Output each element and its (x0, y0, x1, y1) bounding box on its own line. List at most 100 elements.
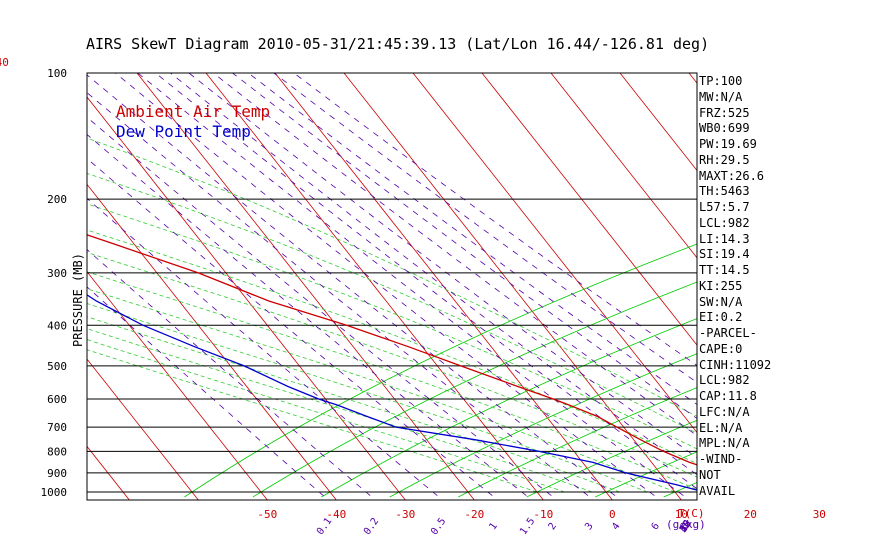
isotherm-line (87, 271, 268, 500)
moist-adiabat-line (87, 172, 697, 434)
mixing-ratio-line (87, 116, 552, 496)
index-row: SI:19.4 (699, 247, 750, 262)
index-row: MAXT:26.6 (699, 168, 765, 183)
pressure-tick-label: 100 (47, 67, 67, 80)
index-row: KI:255 (699, 278, 743, 293)
mixing-ratio-tick-label: 1 (487, 521, 499, 532)
index-row: FRZ:525 (699, 105, 750, 120)
mixing-ratio-unit-label: (g/kg) (666, 518, 706, 531)
mixing-ratio-line (248, 73, 697, 405)
bottom-temp-tick-label: -50 (257, 508, 277, 521)
moist-adiabat-line (87, 203, 697, 450)
mixing-ratio-line (155, 73, 697, 490)
index-row: TH:5463 (699, 184, 750, 199)
legend-temp: Ambient Air Temp (116, 102, 271, 121)
index-row: PW:19.69 (699, 137, 757, 151)
isotherm-line (550, 73, 697, 259)
mixing-ratio-tick-label: 3 (583, 521, 595, 532)
mixing-ratio-tick-label: 0.5 (429, 516, 448, 537)
index-row: WB0:699 (699, 121, 750, 136)
index-row: EL:N/A (699, 420, 743, 435)
moist-adiabat-line (87, 288, 676, 493)
mixing-ratio-tick-label: 2 (547, 521, 559, 532)
pressure-tick-label: 700 (47, 421, 67, 434)
moist-adiabat-line (87, 137, 697, 417)
index-row: LI:14.3 (699, 231, 750, 246)
bottom-temp-tick-label: -10 (533, 508, 553, 521)
isotherm-line (0, 73, 60, 500)
isotherm-line (87, 183, 337, 500)
pressure-tick-label: 500 (47, 360, 67, 373)
pressure-tick-label: 600 (47, 393, 67, 406)
mixing-ratio-line (170, 73, 697, 476)
mixing-ratio-tick-label: 0.2 (362, 516, 381, 537)
index-row: LCL:982 (699, 215, 750, 230)
moist-adiabat-line (87, 229, 697, 464)
pressure-tick-label: 800 (47, 445, 67, 458)
bottom-temp-tick-label: 20 (744, 508, 757, 521)
mixing-ratio-line (293, 73, 697, 366)
index-row: CAPE:0 (699, 341, 743, 356)
dry-adiabat-line (526, 419, 697, 498)
index-row: LFC:N/A (699, 404, 750, 419)
isotherm-line (87, 96, 406, 500)
moist-adiabat-line (87, 303, 648, 493)
mixing-ratio-line (137, 73, 684, 496)
index-row: MPL:N/A (699, 436, 750, 451)
index-row: RH:29.5 (699, 152, 750, 167)
dry-adiabat-line (252, 281, 697, 498)
moist-adiabat-line (87, 328, 593, 493)
index-row: L57:5.7 (699, 200, 750, 214)
index-row: SW:N/A (699, 294, 743, 309)
chart-title: AIRS SkewT Diagram 2010-05-31/21:45:39.1… (86, 35, 710, 53)
pressure-tick-label: 400 (47, 319, 67, 332)
mixing-ratio-tick-label: 4 (610, 521, 622, 532)
dewpoint-profile-line (87, 294, 697, 491)
mixing-ratio-line (115, 73, 655, 496)
temp-unit-label: T(C) (678, 507, 705, 520)
plot-frame (86, 72, 698, 501)
dry-adiabat-line (321, 318, 697, 498)
index-row: CAP:11.8 (699, 389, 757, 403)
mixing-ratio-line (87, 74, 616, 496)
legend-dewpoint: Dew Point Temp (116, 122, 251, 141)
mixing-ratio-line (87, 134, 527, 496)
bottom-temp-tick-label: 10 (675, 508, 688, 521)
index-row: EI:0.2 (699, 310, 743, 325)
top-temp-tick-label: -40 (0, 56, 9, 69)
isotherm-line (343, 73, 682, 500)
isotherm-line (205, 73, 544, 500)
moist-adiabat-line (87, 349, 538, 493)
isotherm-line (412, 73, 697, 434)
mixing-ratio-line (87, 197, 438, 496)
index-row: LCL:982 (699, 373, 750, 388)
mixing-ratio-line (188, 73, 697, 459)
moist-adiabat-line (87, 251, 697, 478)
mixing-ratio-line (87, 92, 589, 496)
bottom-temp-tick-label: 0 (609, 508, 616, 521)
mixing-ratio-tick-label: 8 (679, 521, 691, 532)
isotherm-line (87, 358, 199, 500)
index-row: -PARCEL- (699, 326, 757, 340)
index-row: AVAIL (699, 483, 736, 498)
index-row: -WIND- (699, 452, 743, 466)
bottom-temp-tick-label: -40 (326, 508, 346, 521)
dry-adiabat-line (801, 73, 870, 497)
mixing-ratio-tick-label: 6 (650, 521, 662, 532)
index-row: NOT (699, 467, 721, 482)
bottom-temp-tick-label: -30 (395, 508, 415, 521)
isotherm-line (481, 73, 697, 346)
isotherm-line (619, 73, 697, 172)
index-row: TT:14.5 (699, 263, 750, 277)
index-row: TP:100 (699, 74, 743, 88)
bottom-temp-tick-label: 30 (813, 508, 826, 521)
pressure-tick-label: 1000 (41, 486, 68, 499)
pressure-tick-label: 900 (47, 467, 67, 480)
index-row: CINH:11092 (699, 357, 772, 372)
pressure-tick-label: 300 (47, 267, 67, 280)
temperature-profile-line (87, 234, 697, 466)
isotherm-line (136, 73, 475, 500)
mixing-ratio-line (87, 157, 493, 496)
moist-adiabat-line (87, 339, 565, 493)
